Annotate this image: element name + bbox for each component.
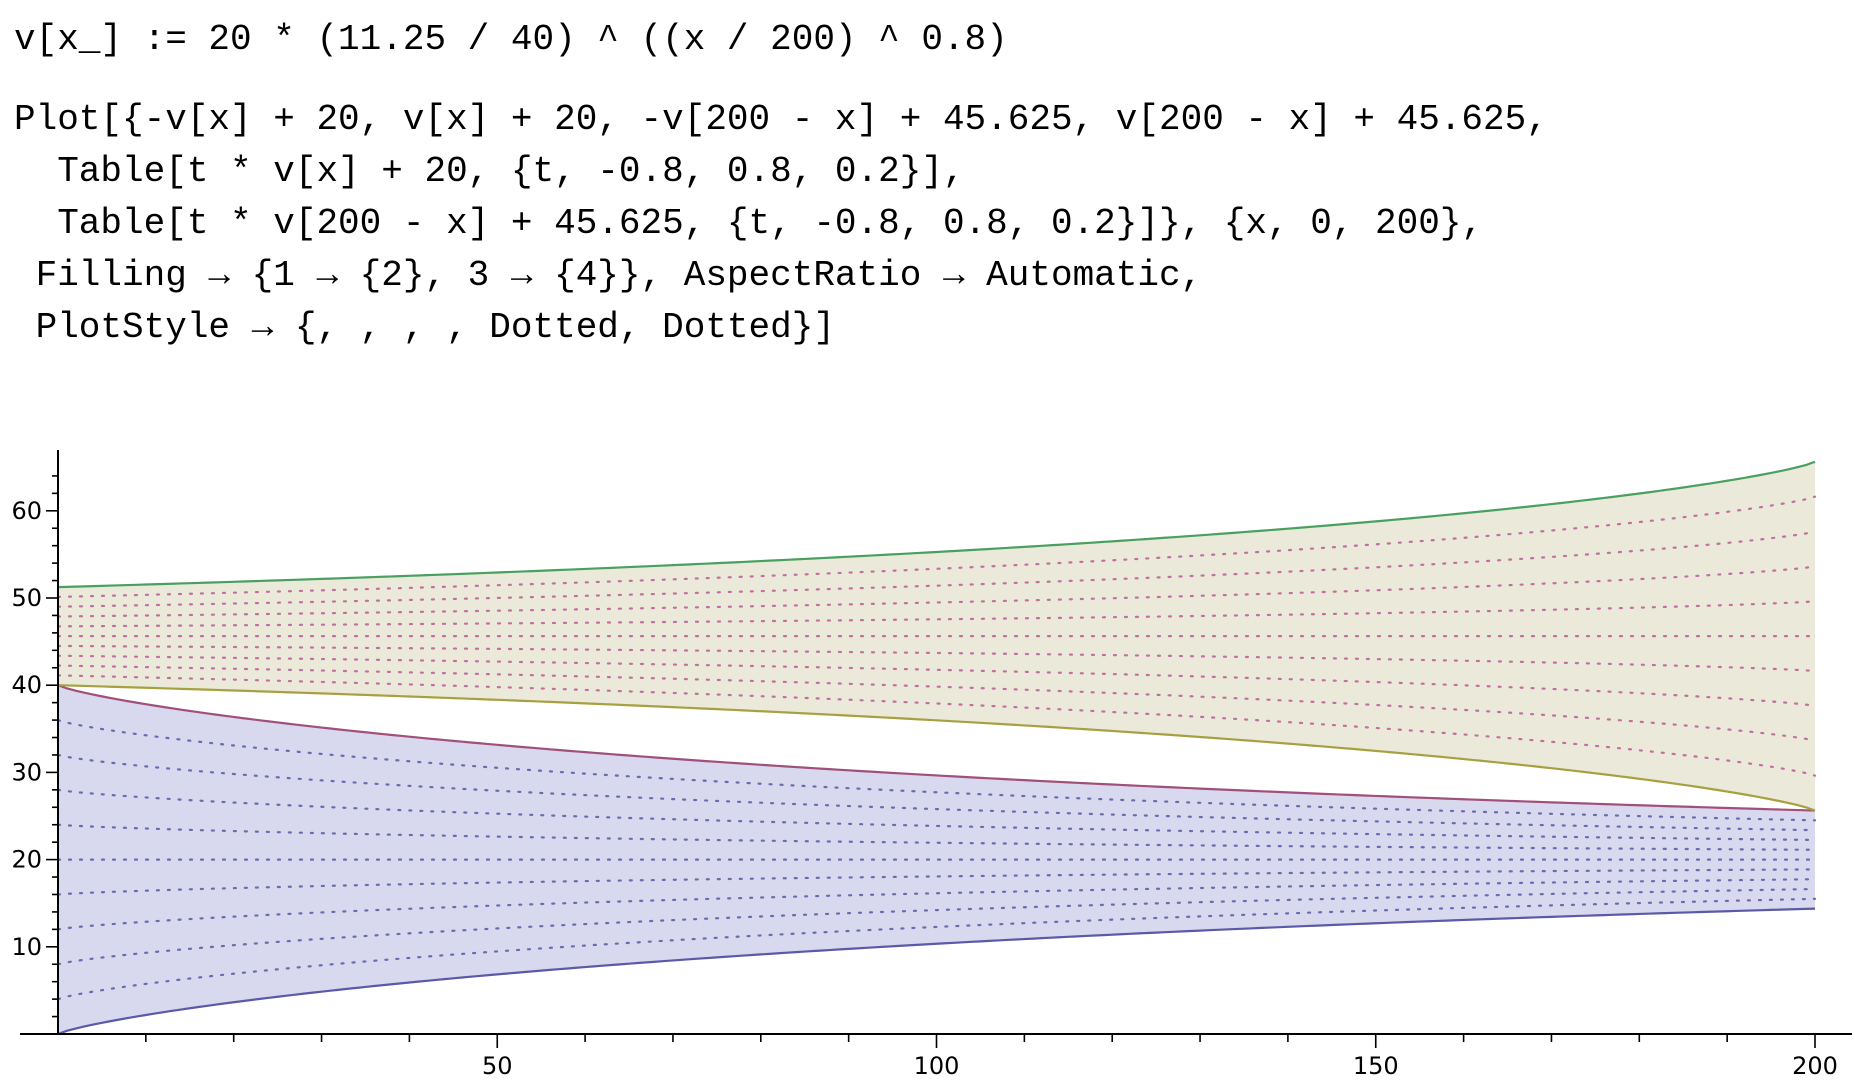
code-line-3[interactable]: Table[t * v[x] + 20, {t, -0.8, 0.8, 0.2}… (14, 151, 965, 192)
y-tick-label: 30 (11, 758, 42, 786)
code-line-5[interactable]: Filling → {1 → {2}, 3 → {4}}, AspectRati… (14, 255, 1203, 296)
dotted-curve-b-8 (56, 530, 1817, 608)
fill-region-1 (58, 685, 1815, 1034)
dotted-curve-a-9 (56, 718, 1817, 822)
x-tick-label: 150 (1353, 1052, 1399, 1080)
axes: 50 100 150 200 10 20 30 40 50 60 (11, 450, 1852, 1080)
fill-regions (58, 461, 1815, 1034)
dotted-curve-b-6 (56, 600, 1817, 628)
notebook-input-cell[interactable]: v[x_] := 20 * (11.25 / 40) ^ ((x / 200) … (0, 0, 1855, 420)
y-tick-label: 60 (11, 497, 42, 525)
fill-region-2 (58, 461, 1815, 811)
dotted-curve-a-4 (56, 868, 1817, 896)
dotted-curve-a-6 (56, 823, 1817, 851)
y-tick-label: 50 (11, 584, 42, 612)
dotted-curve-b-3 (56, 654, 1817, 708)
curve-2 (57, 684, 1816, 812)
curve-4 (57, 460, 1816, 589)
x-tick-label: 100 (914, 1052, 960, 1080)
dotted-curve-b-7 (56, 565, 1817, 618)
code-line-6[interactable]: PlotStyle → {, , , , Dotted, Dotted}] (14, 307, 835, 348)
dotted-curve-a-1 (56, 897, 1817, 1001)
dotted-curve-a-2 (56, 887, 1817, 966)
code-line-1[interactable]: v[x_] := 20 * (11.25 / 40) ^ ((x / 200) … (14, 19, 1008, 60)
dotted-curve-a-7 (56, 788, 1817, 842)
main-curves (57, 460, 1816, 1036)
y-tick-label: 40 (11, 671, 42, 699)
dotted-curves (56, 495, 1817, 1001)
curve-3 (57, 684, 1816, 812)
dotted-curve-b-4 (56, 644, 1817, 673)
y-tick-label: 10 (11, 933, 42, 961)
curve-1 (57, 907, 1816, 1036)
dotted-curve-a-8 (56, 753, 1817, 832)
x-tick-label: 200 (1792, 1052, 1838, 1080)
dotted-curve-b-1 (56, 674, 1817, 777)
code-line-4[interactable]: Table[t * v[200 - x] + 45.625, {t, -0.8,… (14, 203, 1484, 244)
dotted-curve-b-2 (56, 664, 1817, 742)
dotted-curve-b-9 (56, 495, 1817, 599)
dotted-curve-a-3 (56, 878, 1817, 931)
x-tick-label: 50 (482, 1052, 513, 1080)
plot-output: 50 100 150 200 10 20 30 40 50 60 (11, 450, 1852, 1080)
y-tick-label: 20 (11, 846, 42, 874)
code-line-2[interactable]: Plot[{-v[x] + 20, v[x] + 20, -v[200 - x]… (14, 99, 1548, 140)
